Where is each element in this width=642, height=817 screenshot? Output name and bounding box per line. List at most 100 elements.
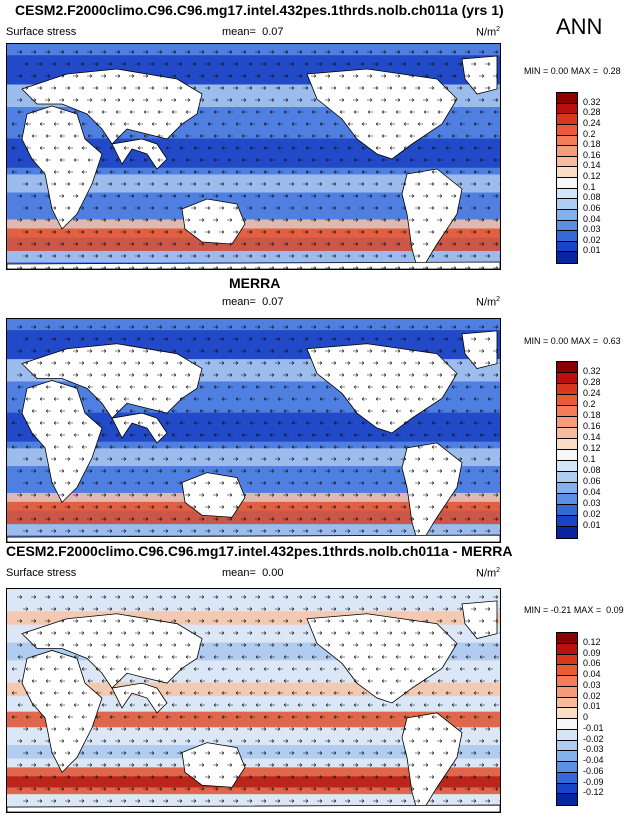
vector-arrow — [73, 266, 79, 269]
vector-arrow — [205, 631, 211, 635]
vector-arrow — [333, 397, 339, 401]
vector-arrow — [255, 134, 261, 138]
vector-arrow — [129, 595, 135, 599]
vector-arrow — [157, 74, 163, 78]
colorbar-tick-label: -0.09 — [583, 776, 604, 787]
vector-arrow — [269, 325, 275, 329]
vector-arrow — [143, 218, 149, 222]
vector-arrow — [115, 158, 121, 162]
vector-arrow — [275, 775, 281, 779]
colorbar-tick-label: -0.01 — [583, 722, 604, 733]
colorbar-tick-label: 0.18 — [583, 139, 601, 150]
vector-arrow — [353, 325, 359, 329]
vector-arrow — [45, 739, 51, 743]
vector-arrow — [191, 337, 197, 341]
vector-arrow — [311, 763, 317, 767]
vector-arrow — [219, 751, 225, 755]
vector-arrow — [403, 397, 409, 401]
vector-arrow — [291, 397, 297, 401]
vector-arrow — [381, 517, 387, 521]
vector-arrow — [219, 337, 225, 341]
vector-arrow — [17, 266, 23, 269]
vector-arrow — [23, 505, 29, 509]
vector-arrow — [51, 337, 57, 341]
vector-arrow — [381, 763, 387, 767]
colorbar-swatch — [557, 686, 577, 698]
vector-arrow — [115, 409, 121, 413]
vector-arrow — [51, 607, 57, 611]
vector-arrow — [235, 667, 241, 671]
vector-arrow — [409, 787, 415, 791]
vector-arrow — [429, 337, 435, 341]
vector-arrow — [171, 763, 177, 767]
vector-arrow — [227, 158, 233, 162]
vector-arrow — [347, 146, 353, 150]
vector-arrow — [429, 775, 435, 779]
vector-arrow — [465, 98, 471, 102]
vector-arrow — [121, 481, 127, 485]
vector-arrow — [303, 727, 309, 731]
vector-arrow — [381, 679, 387, 683]
vector-arrow — [177, 457, 183, 461]
vector-arrow — [465, 595, 471, 599]
vector-arrow — [465, 50, 471, 54]
vector-arrow — [269, 433, 275, 437]
vector-arrow — [493, 349, 499, 353]
vector-arrow — [347, 445, 353, 449]
vector-arrow — [221, 667, 227, 671]
vector-arrow — [417, 122, 423, 126]
vector-arrow — [297, 385, 303, 389]
vector-arrow — [79, 529, 85, 533]
vector-arrow — [11, 146, 17, 150]
vector-arrow — [387, 182, 393, 186]
vector-arrow — [423, 739, 429, 743]
vector-arrow — [373, 206, 379, 210]
vector-arrow — [205, 230, 211, 234]
vector-arrow — [283, 158, 289, 162]
vector-arrow — [381, 703, 387, 707]
vector-arrow — [479, 763, 485, 767]
vector-arrow — [331, 481, 337, 485]
vector-arrow — [325, 74, 331, 78]
vector-arrow — [423, 409, 429, 413]
vector-arrow — [115, 655, 121, 659]
vector-arrow — [135, 751, 141, 755]
colorbar-swatch — [557, 428, 577, 439]
vector-arrow — [443, 607, 449, 611]
vector-arrow — [135, 337, 141, 341]
vector-arrow — [129, 373, 135, 377]
vector-arrow — [485, 457, 491, 461]
vector-arrow — [87, 266, 93, 269]
land-outline — [306, 343, 458, 434]
vector-arrow — [255, 373, 261, 377]
vector-arrow — [317, 799, 323, 803]
vector-arrow — [289, 206, 295, 210]
vector-arrow — [171, 703, 177, 707]
colorbar-swatch — [557, 483, 577, 494]
vector-arrow — [473, 146, 479, 150]
vector-arrow — [11, 691, 17, 695]
vector-arrow — [129, 98, 135, 102]
colorbar-tick-label: 0.09 — [583, 647, 601, 658]
vector-arrow — [437, 655, 443, 659]
vector-arrow — [291, 146, 297, 150]
vector-arrow — [277, 421, 283, 425]
vector-arrow — [249, 445, 255, 449]
vector-arrow — [499, 608, 500, 610]
vector-arrow — [129, 433, 135, 437]
vector-arrow — [409, 409, 415, 413]
vector-arrow — [185, 325, 191, 329]
vector-arrow — [345, 799, 351, 803]
vector-arrow — [143, 703, 149, 707]
vector-arrow — [317, 206, 323, 210]
vector-arrow — [331, 62, 337, 66]
vector-arrow — [227, 110, 233, 114]
colorbar-swatch — [557, 676, 577, 687]
vector-arrow — [367, 50, 373, 54]
vector-arrow — [219, 631, 225, 635]
vector-arrow — [67, 691, 73, 695]
vector-arrow — [437, 595, 443, 599]
vector-arrow — [261, 254, 267, 258]
vector-arrow — [25, 715, 31, 719]
vector-arrow — [191, 230, 197, 234]
